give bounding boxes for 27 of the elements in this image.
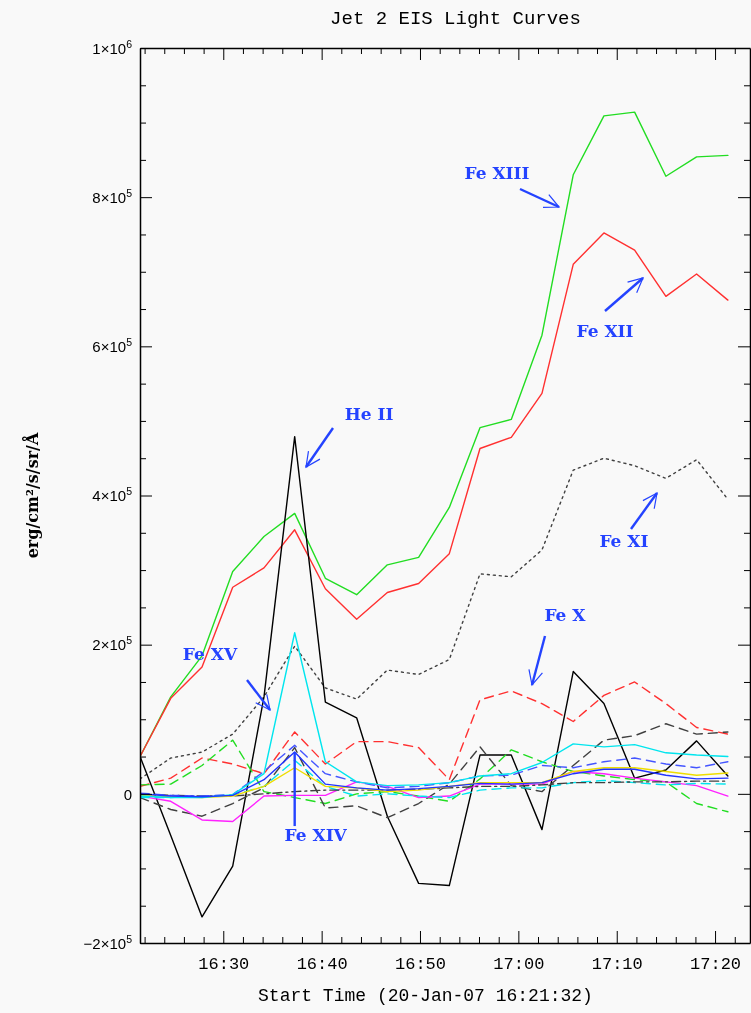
annotation: He II: [344, 403, 394, 424]
y-tick-label: 0: [123, 785, 132, 803]
y-tick-label: 1×10$^{6}$: [92, 37, 133, 57]
x-tick-label: 17:00: [493, 955, 545, 975]
annotation: Fe XI: [599, 530, 649, 551]
line-series: [140, 739, 729, 813]
line-series: [140, 457, 729, 780]
x-tick-label: 16:50: [394, 955, 446, 975]
y-tick-label: 4×10$^{5}$: [92, 485, 133, 505]
y-tick-label: −2×10$^{5}$: [83, 932, 133, 952]
annotation: Fe XII: [576, 320, 634, 341]
annotation: Fe XIII: [464, 162, 530, 183]
line-series: [140, 232, 729, 758]
x-tick-label: 16:40: [296, 955, 348, 975]
y-tick-label: 2×10$^{5}$: [92, 634, 133, 654]
x-tick-label: 17:10: [591, 955, 643, 975]
x-tick-label: 17:20: [690, 955, 742, 975]
x-axis-title: Start Time (20-Jan-07 16:21:32): [258, 986, 593, 1006]
chart-title: Jet 2 EIS Light Curves: [330, 8, 581, 30]
annotation: Fe X: [544, 604, 587, 625]
x-tick-label: 16:30: [198, 955, 250, 975]
line-series: [140, 681, 729, 788]
y-tick-label: 8×10$^{5}$: [92, 186, 133, 206]
annotation: Fe XIV: [284, 825, 348, 846]
line-series: [140, 723, 729, 819]
y-tick-label: 6×10$^{5}$: [92, 336, 133, 356]
y-axis-title: erg/cm²/s/sr/Å: [21, 432, 42, 559]
